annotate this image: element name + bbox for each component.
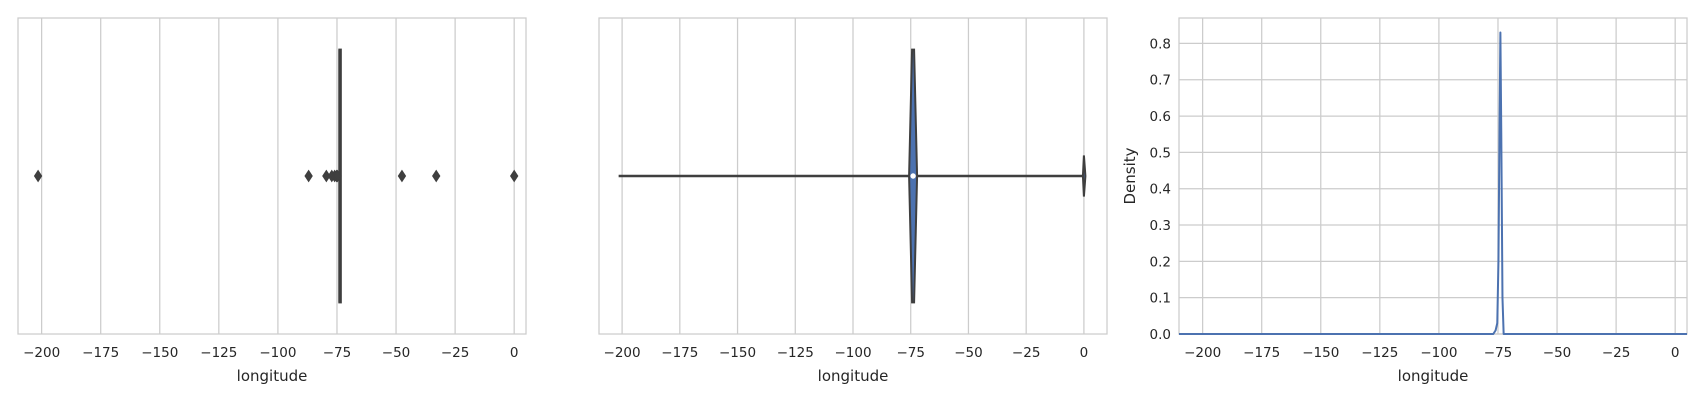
y-tick-label: 0.4 xyxy=(1150,182,1171,198)
outlier-point xyxy=(432,169,441,183)
outlier-point xyxy=(33,169,43,183)
outlier-point xyxy=(333,169,342,183)
y-tick-label: 0.6 xyxy=(1150,109,1171,125)
y-tick-label: 0.7 xyxy=(1150,73,1171,89)
density-line xyxy=(1179,31,1687,335)
x-gridlines xyxy=(1202,18,1676,334)
x-tick-label: −200 xyxy=(604,345,641,361)
x-tick-label: −175 xyxy=(661,345,698,361)
x-tick-label: −125 xyxy=(1361,345,1398,361)
x-tick-label: −200 xyxy=(1184,345,1221,361)
outlier-point xyxy=(397,169,407,183)
violin-median-dot xyxy=(910,173,916,179)
x-tick-label: −50 xyxy=(1543,345,1572,361)
x-tick-label: −150 xyxy=(1302,345,1339,361)
x-axis-label: longitude xyxy=(1398,367,1469,385)
x-tick-label: −150 xyxy=(141,345,178,361)
x-axis-label: longitude xyxy=(818,367,889,385)
y-tick-label: 0.0 xyxy=(1150,327,1171,343)
x-tick-label: −25 xyxy=(1012,345,1041,361)
x-tick-label: −100 xyxy=(259,345,296,361)
x-tick-labels: −200 −175 −150 −125 −100 −75 −50 −25 0 xyxy=(23,345,518,361)
y-tick-label: 0.2 xyxy=(1150,254,1171,270)
kde-panel: 0.0 0.1 0.2 0.3 0.4 0.5 0.6 0.7 0.8 −200 −175 −150… xyxy=(1121,17,1688,385)
plot-frame xyxy=(1178,17,1688,335)
violin-marks xyxy=(618,48,1087,304)
x-tick-label: −75 xyxy=(323,345,352,361)
violin-panel: −200 −175 −150 −125 −100 −75 −50 −25 0 longitude xyxy=(598,17,1108,385)
plot-frame xyxy=(17,17,527,335)
x-tick-labels: −200 −175 −150 −125 −100 −75 −50 −25 0 xyxy=(604,345,1089,361)
x-axis-label: longitude xyxy=(237,367,308,385)
x-tick-labels: −200 −175 −150 −125 −100 −75 −50 −25 0 xyxy=(1184,345,1679,361)
density-marks xyxy=(1179,31,1687,335)
y-axis-label: Density xyxy=(1121,147,1139,204)
x-tick-label: −50 xyxy=(382,345,411,361)
x-tick-label: −125 xyxy=(777,345,814,361)
x-tick-label: −175 xyxy=(1243,345,1280,361)
x-tick-label: 0 xyxy=(1080,345,1089,361)
x-tick-label: −125 xyxy=(200,345,237,361)
boxplot-panel: −200 −175 −150 −125 −100 −75 −50 −25 0 longitude xyxy=(17,17,527,385)
x-tick-label: −25 xyxy=(441,345,470,361)
y-tick-label: 0.8 xyxy=(1150,36,1171,52)
x-tick-label: −50 xyxy=(954,345,983,361)
y-tick-label: 0.5 xyxy=(1150,145,1171,161)
box-marks xyxy=(33,48,519,304)
y-tick-label: 0.1 xyxy=(1150,291,1171,307)
outlier-point xyxy=(322,169,331,183)
x-tick-label: −75 xyxy=(1484,345,1513,361)
violin-secondary-bulge xyxy=(1081,155,1087,197)
outlier-point xyxy=(509,169,519,183)
x-tick-label: −200 xyxy=(23,345,60,361)
x-tick-label: 0 xyxy=(1671,345,1680,361)
y-tick-labels: 0.0 0.1 0.2 0.3 0.4 0.5 0.6 0.7 0.8 xyxy=(1150,36,1171,343)
x-tick-label: −100 xyxy=(834,345,871,361)
x-tick-label: −75 xyxy=(896,345,925,361)
x-tick-label: −25 xyxy=(1602,345,1631,361)
x-tick-label: −100 xyxy=(1420,345,1457,361)
outlier-point xyxy=(304,169,313,183)
x-tick-label: −175 xyxy=(82,345,119,361)
x-tick-label: 0 xyxy=(510,345,519,361)
x-tick-label: −150 xyxy=(719,345,756,361)
y-tick-label: 0.3 xyxy=(1150,218,1171,234)
